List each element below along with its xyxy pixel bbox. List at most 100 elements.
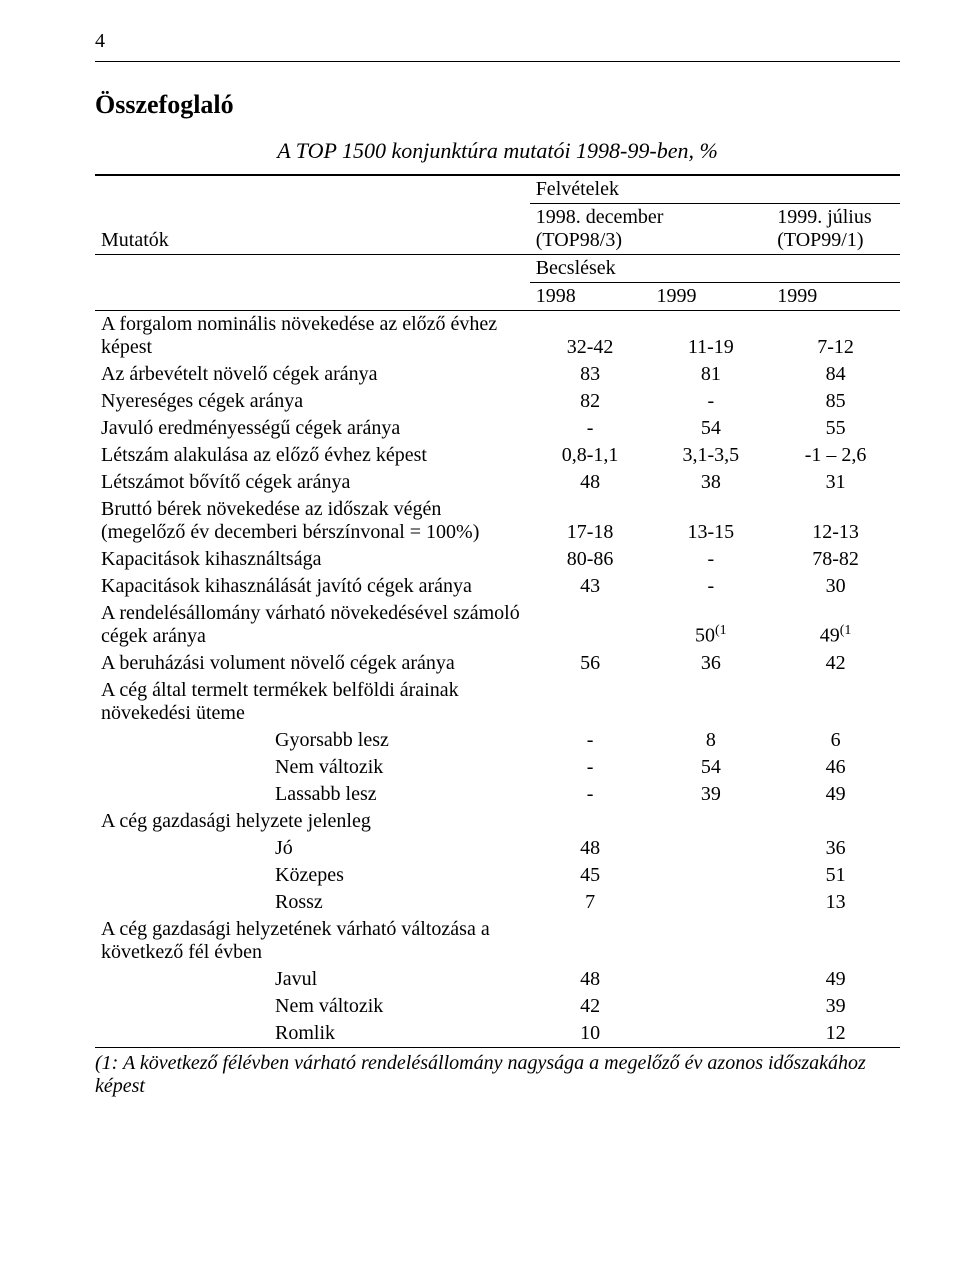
cell-c: 84 [771,361,900,388]
table-body: A forgalom nominális növekedése az előző… [95,311,900,1048]
cell-a: - [530,781,651,808]
cell-a: 32-42 [530,311,651,362]
table-row: Közepes4551 [95,862,900,889]
cell-c [771,677,900,727]
table-row: Kapacitások kihasználtsága80-86-78-82 [95,546,900,573]
row-label: A cég gazdasági helyzetének várható vált… [95,916,530,966]
cell-a: 83 [530,361,651,388]
table-row: A cég gazdasági helyzetének várható vált… [95,916,900,966]
row-label: Az árbevételt növelő cégek aránya [95,361,530,388]
cell-a: 17-18 [530,496,651,546]
header-col-a: 1998. december (TOP98/3) [530,204,772,255]
cell-b [650,916,771,966]
row-label: Javul [95,966,530,993]
cell-b: 54 [650,415,771,442]
page-number: 4 [95,30,900,53]
table-row: Gyorsabb lesz-86 [95,727,900,754]
cell-a: 48 [530,469,651,496]
header-empty [95,283,530,311]
cell-c: 55 [771,415,900,442]
row-label: Kapacitások kihasználtsága [95,546,530,573]
table-row: Létszámot bővítő cégek aránya483831 [95,469,900,496]
row-label: Bruttó bérek növekedése az időszak végén… [95,496,530,546]
header-col-a-line2: (TOP98/3) [536,229,622,251]
header-becslesek: Becslések [530,255,900,283]
cell-a: 42 [530,993,651,1020]
cell-c: 78-82 [771,546,900,573]
cell-c: 49 [771,966,900,993]
table-row: Kapacitások kihasználását javító cégek a… [95,573,900,600]
cell-a: 43 [530,573,651,600]
cell-b [650,993,771,1020]
row-label: Rossz [95,889,530,916]
top-rule [95,61,900,62]
cell-b: - [650,546,771,573]
cell-c: 30 [771,573,900,600]
table-row: Rossz713 [95,889,900,916]
row-label: Javuló eredményességű cégek aránya [95,415,530,442]
cell-a: 45 [530,862,651,889]
row-label: Gyorsabb lesz [95,727,530,754]
header-mutatok: Mutatók [95,175,530,255]
row-label: Létszám alakulása az előző évhez képest [95,442,530,469]
table-row: Javul4849 [95,966,900,993]
row-label: Lassabb lesz [95,781,530,808]
row-label: Nem változik [95,993,530,1020]
page-title: Összefoglaló [95,90,900,120]
cell-c: 51 [771,862,900,889]
cell-a [530,600,651,650]
cell-c [771,916,900,966]
header-col-c: 1999. július (TOP99/1) [771,204,900,255]
table-row: A forgalom nominális növekedése az előző… [95,311,900,362]
cell-c: -1 – 2,6 [771,442,900,469]
footnote: (1: A következő félévben várható rendelé… [95,1052,900,1098]
row-label: A beruházási volument növelő cégek arány… [95,650,530,677]
row-label: A cég által termelt termékek belföldi ár… [95,677,530,727]
cell-b: 54 [650,754,771,781]
header-col-c-line1: 1999. július [777,206,871,228]
cell-c: 31 [771,469,900,496]
cell-c: 49(1 [771,600,900,650]
table-row: Bruttó bérek növekedése az időszak végén… [95,496,900,546]
cell-b: 81 [650,361,771,388]
cell-c: 42 [771,650,900,677]
header-year-b: 1999 [650,283,771,311]
header-year-a: 1998 [530,283,651,311]
header-spacer [95,255,530,283]
cell-a: 0,8-1,1 [530,442,651,469]
cell-a: 56 [530,650,651,677]
cell-b [650,677,771,727]
table-row: Az árbevételt növelő cégek aránya838184 [95,361,900,388]
cell-c [771,808,900,835]
cell-b: - [650,573,771,600]
cell-a: 10 [530,1020,651,1048]
header-col-a-line1: 1998. december [536,206,664,228]
cell-c: 39 [771,993,900,1020]
row-label: Kapacitások kihasználását javító cégek a… [95,573,530,600]
row-label: Létszámot bővítő cégek aránya [95,469,530,496]
row-label: Romlik [95,1020,530,1048]
page-container: 4 Összefoglaló A TOP 1500 konjunktúra mu… [0,0,960,1285]
cell-b: 38 [650,469,771,496]
cell-b [650,862,771,889]
cell-b: 3,1-3,5 [650,442,771,469]
cell-c: 6 [771,727,900,754]
cell-c: 49 [771,781,900,808]
header-col-c-line2: (TOP99/1) [777,229,863,251]
cell-b: 13-15 [650,496,771,546]
cell-b [650,808,771,835]
table-row: Lassabb lesz-3949 [95,781,900,808]
row-label: Nyereséges cégek aránya [95,388,530,415]
cell-c: 12 [771,1020,900,1048]
table-row: Javuló eredményességű cégek aránya-5455 [95,415,900,442]
row-label: Jó [95,835,530,862]
row-label: Nem változik [95,754,530,781]
cell-c: 85 [771,388,900,415]
cell-b: 11-19 [650,311,771,362]
cell-b [650,889,771,916]
header-felvetelek: Felvételek [530,175,900,204]
table-row: Romlik10 12 [95,1020,900,1048]
data-table: Mutatók Felvételek 1998. december (TOP98… [95,174,900,1048]
table-row: Nyereséges cégek aránya82-85 [95,388,900,415]
cell-c: 12-13 [771,496,900,546]
